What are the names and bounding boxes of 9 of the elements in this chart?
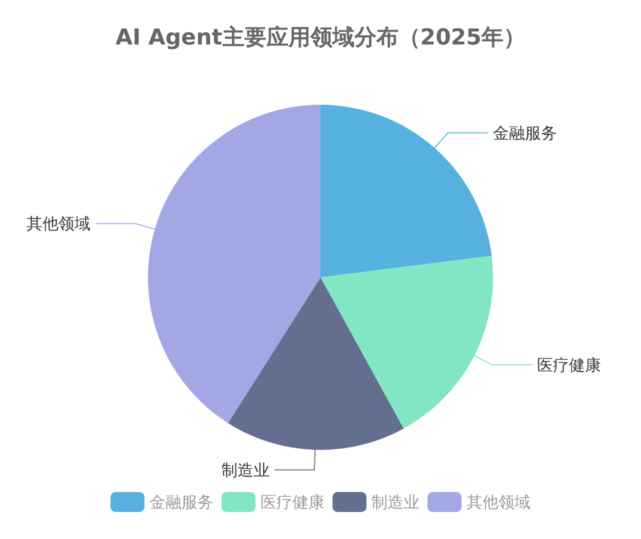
slice-label: 医疗健康 — [537, 355, 602, 374]
chart-title: AI Agent主要应用领域分布（2025年） — [116, 24, 526, 50]
slice-label: 制造业 — [221, 460, 270, 480]
legend-label: 制造业 — [372, 492, 420, 512]
legend-label: 其他领域 — [466, 492, 530, 512]
slice-label: 金融服务 — [492, 123, 557, 142]
slice-label: 其他领域 — [26, 214, 91, 234]
legend-label: 医疗健康 — [260, 492, 324, 512]
legend-label: 金融服务 — [150, 492, 214, 512]
